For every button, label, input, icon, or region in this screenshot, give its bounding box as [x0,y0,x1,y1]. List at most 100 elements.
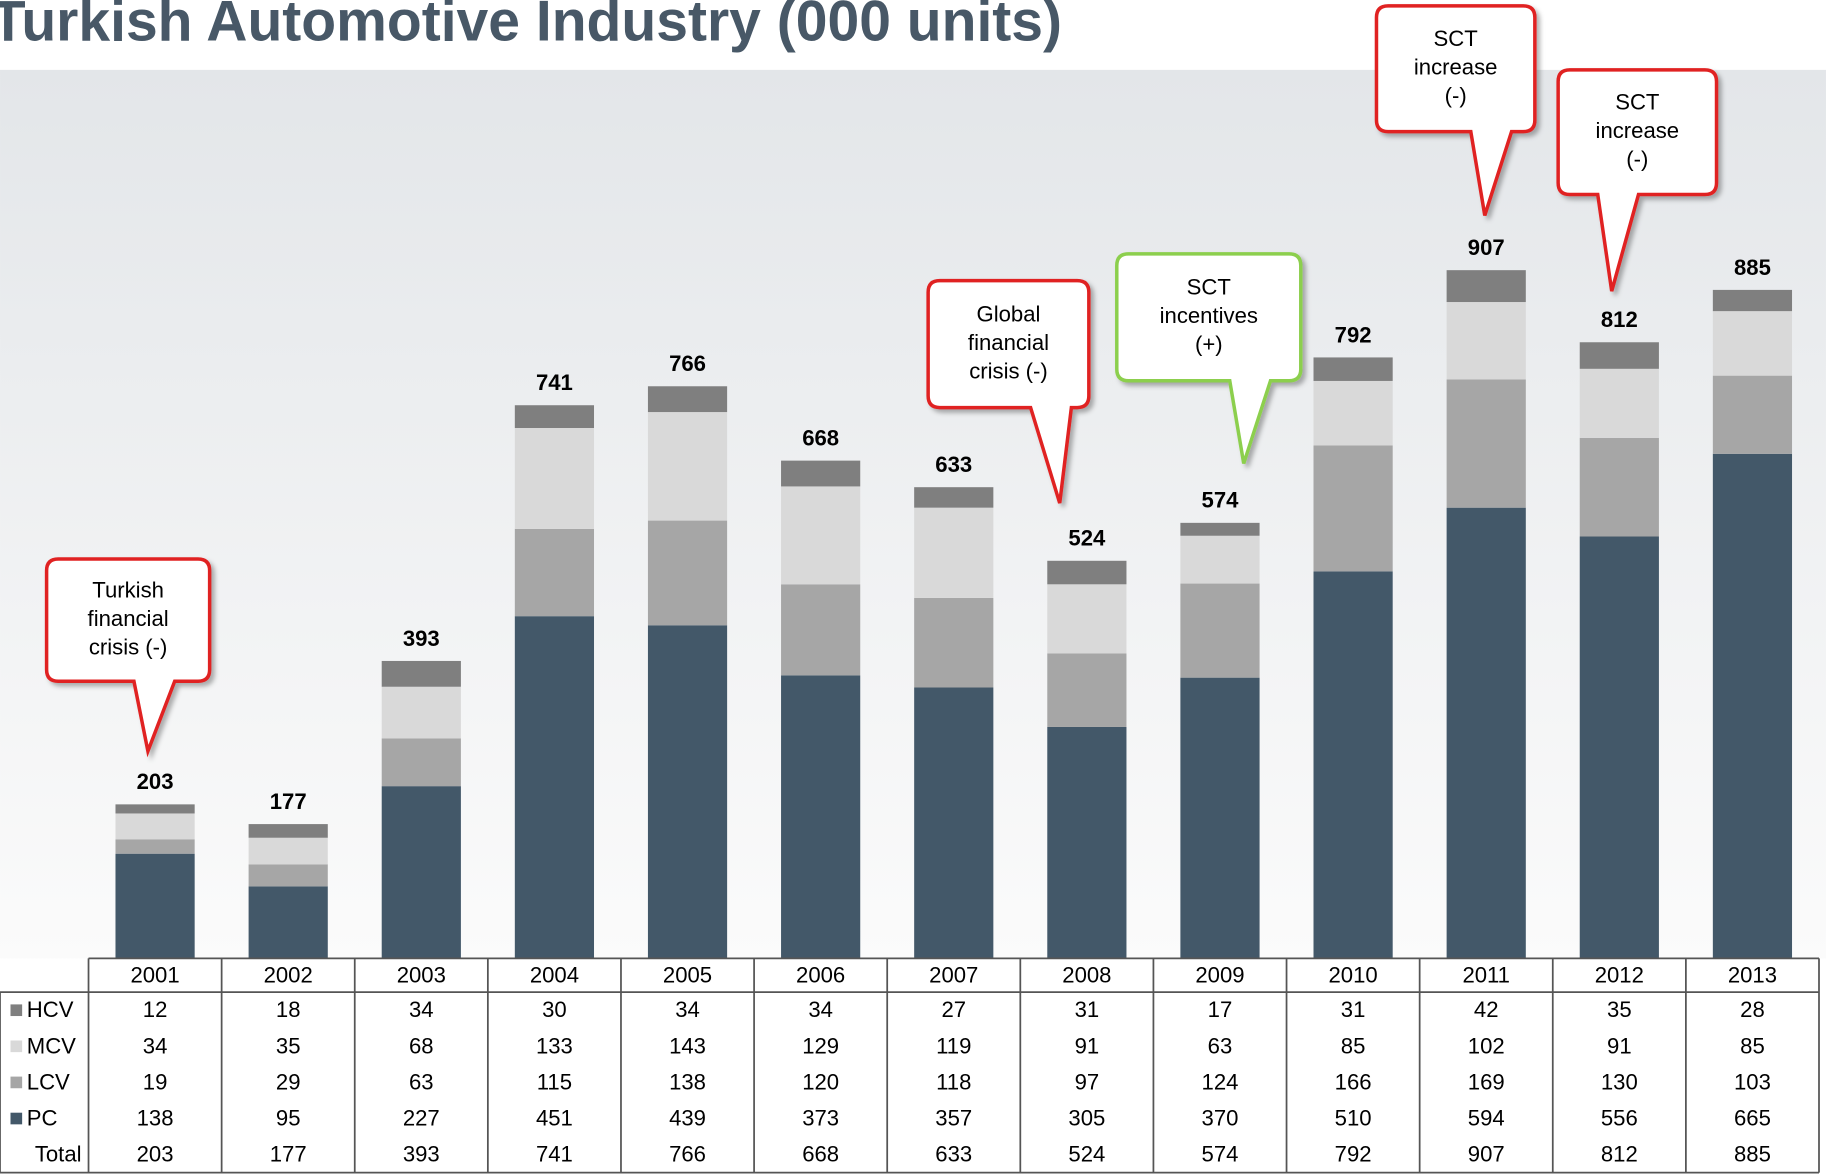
table-cell: 120 [802,1069,839,1094]
bar-segment [781,675,861,959]
table-cell: 34 [143,1033,168,1058]
table-cell: 594 [1468,1106,1505,1131]
table-cell: 169 [1468,1069,1505,1094]
bar-segment [647,412,728,521]
bar-segment [914,487,994,508]
bar-segment [1180,535,1260,584]
row-label: PC [27,1106,58,1131]
bar-segment [1180,522,1260,536]
table-cell: 373 [802,1106,839,1131]
table-cell: 305 [1068,1106,1105,1131]
table-cell: 85 [1740,1033,1765,1058]
bar-segment [781,584,861,676]
callout-text: (-) [1445,83,1467,108]
table-cell: 18 [276,997,301,1022]
table-cell: 812 [1601,1142,1638,1167]
table-cell: 574 [1202,1142,1239,1167]
bar-segment [1047,584,1127,654]
table-cell: 31 [1075,997,1100,1022]
table-cell: 510 [1335,1106,1372,1131]
table-cell: 85 [1341,1033,1366,1058]
callout-text: incentives [1160,303,1258,328]
bar-segment [115,839,195,854]
table-cell: 203 [137,1142,174,1167]
bar-segment [115,813,195,840]
bar-segment [1446,270,1526,303]
bar-segment [381,686,461,739]
bar-segment [1446,507,1526,959]
x-tick-label: 2008 [1062,962,1111,987]
table-cell: 115 [537,1069,572,1094]
bar-segment [1047,560,1127,585]
table-cell: 451 [536,1106,573,1131]
bar-segment [248,837,328,865]
table-cell: 124 [1202,1069,1239,1094]
bar-segment [248,886,328,959]
table-cell: 27 [941,997,966,1022]
table-cell: 130 [1601,1069,1638,1094]
row-label: Total [35,1142,82,1167]
bar-segment [647,625,728,959]
callout-text: SCT [1434,26,1478,51]
bar-segment [248,824,328,838]
table-cell: 12 [143,997,168,1022]
table-cell: 30 [542,997,567,1022]
callout-text: crisis (-) [89,634,168,659]
total-label: 524 [1068,526,1106,551]
bar-segment [1313,445,1393,572]
table-cell: 166 [1335,1069,1372,1094]
callout-text: financial [88,606,169,631]
table-cell: 138 [669,1069,706,1094]
table-cell: 103 [1734,1069,1771,1094]
table-cell: 35 [276,1033,301,1058]
table-cell: 668 [802,1142,839,1167]
row-label: LCV [27,1069,70,1094]
x-tick-label: 2006 [796,962,845,987]
total-label: 574 [1202,488,1240,513]
bar-segment [115,853,195,959]
bar-segment [115,804,195,814]
bar-segment [914,687,994,959]
table-cell: 29 [276,1069,301,1094]
bar-segment [1180,677,1260,959]
bar-segment [514,616,595,959]
total-label: 812 [1601,307,1638,332]
bar-segment [1712,289,1793,312]
bar-segment [1313,357,1393,381]
x-tick-label: 2003 [397,962,446,987]
callout-text: SCT [1187,275,1231,300]
table-cell: 102 [1468,1033,1505,1058]
bar-segment [514,528,595,617]
table-cell: 370 [1202,1106,1239,1131]
callout-text: increase [1414,55,1498,80]
table-cell: 42 [1474,997,1499,1022]
table-cell: 17 [1208,997,1233,1022]
table-cell: 556 [1601,1106,1638,1131]
bar-segment [1313,571,1393,959]
callout-text: (+) [1195,332,1223,357]
table-cell: 34 [409,997,434,1022]
total-label: 741 [536,370,573,395]
total-label: 203 [137,769,174,794]
bar-segment [1712,375,1793,454]
table-cell: 907 [1468,1142,1505,1167]
table-cell: 68 [409,1033,434,1058]
callout-text: Turkish [92,577,164,602]
table-cell: 91 [1607,1033,1632,1058]
legend-swatch [10,1040,23,1053]
total-label: 668 [802,426,839,451]
table-cell: 63 [1208,1033,1233,1058]
table-cell: 34 [808,997,833,1022]
legend-swatch [10,1004,23,1017]
bar-segment [781,486,861,585]
table-cell: 439 [669,1106,706,1131]
table-cell: 357 [935,1106,972,1131]
chart-title: Turkish Automotive Industry (000 units) [0,0,1062,54]
total-label: 393 [403,626,440,651]
table-cell: 97 [1075,1069,1100,1094]
table-cell: 119 [936,1033,971,1058]
row-label: MCV [27,1033,76,1058]
total-label: 766 [669,351,706,376]
bar-segment [1047,653,1127,727]
callout-text: crisis (-) [969,358,1048,383]
